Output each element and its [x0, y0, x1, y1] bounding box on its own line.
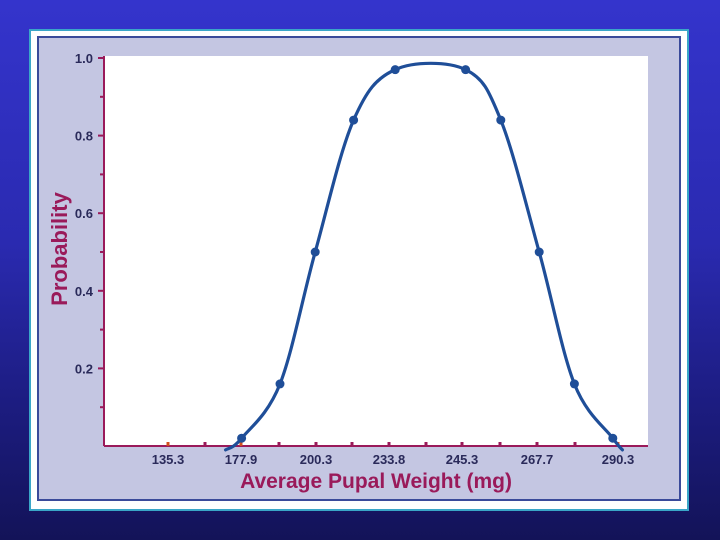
y-tick-label: 0.8	[75, 129, 93, 144]
y-tick-label: 0.4	[75, 284, 94, 299]
data-point	[275, 379, 285, 389]
y-axis-label: Probability	[47, 191, 72, 305]
data-point	[534, 247, 544, 257]
plot-area	[104, 56, 648, 446]
x-tick-label: 233.8	[373, 452, 406, 467]
data-point	[461, 65, 471, 75]
y-tick-label: 0.2	[75, 361, 93, 376]
y-tick-label: 0.6	[75, 206, 93, 221]
x-tick-label: 177.9	[225, 452, 258, 467]
data-point	[349, 115, 359, 125]
x-axis-label: Average Pupal Weight (mg)	[240, 470, 512, 493]
x-tick-label: 245.3	[446, 452, 479, 467]
data-point	[310, 247, 320, 257]
x-tick-label: 267.7	[521, 452, 554, 467]
x-tick-label: 290.3	[602, 452, 635, 467]
data-point	[496, 115, 506, 125]
x-tick-label: 200.3	[300, 452, 333, 467]
data-point	[608, 433, 618, 443]
data-point	[569, 379, 579, 389]
data-point	[237, 433, 247, 443]
x-tick-label: 135.3	[152, 452, 185, 467]
data-point	[390, 65, 400, 75]
y-tick-label: 1.0	[75, 51, 93, 66]
